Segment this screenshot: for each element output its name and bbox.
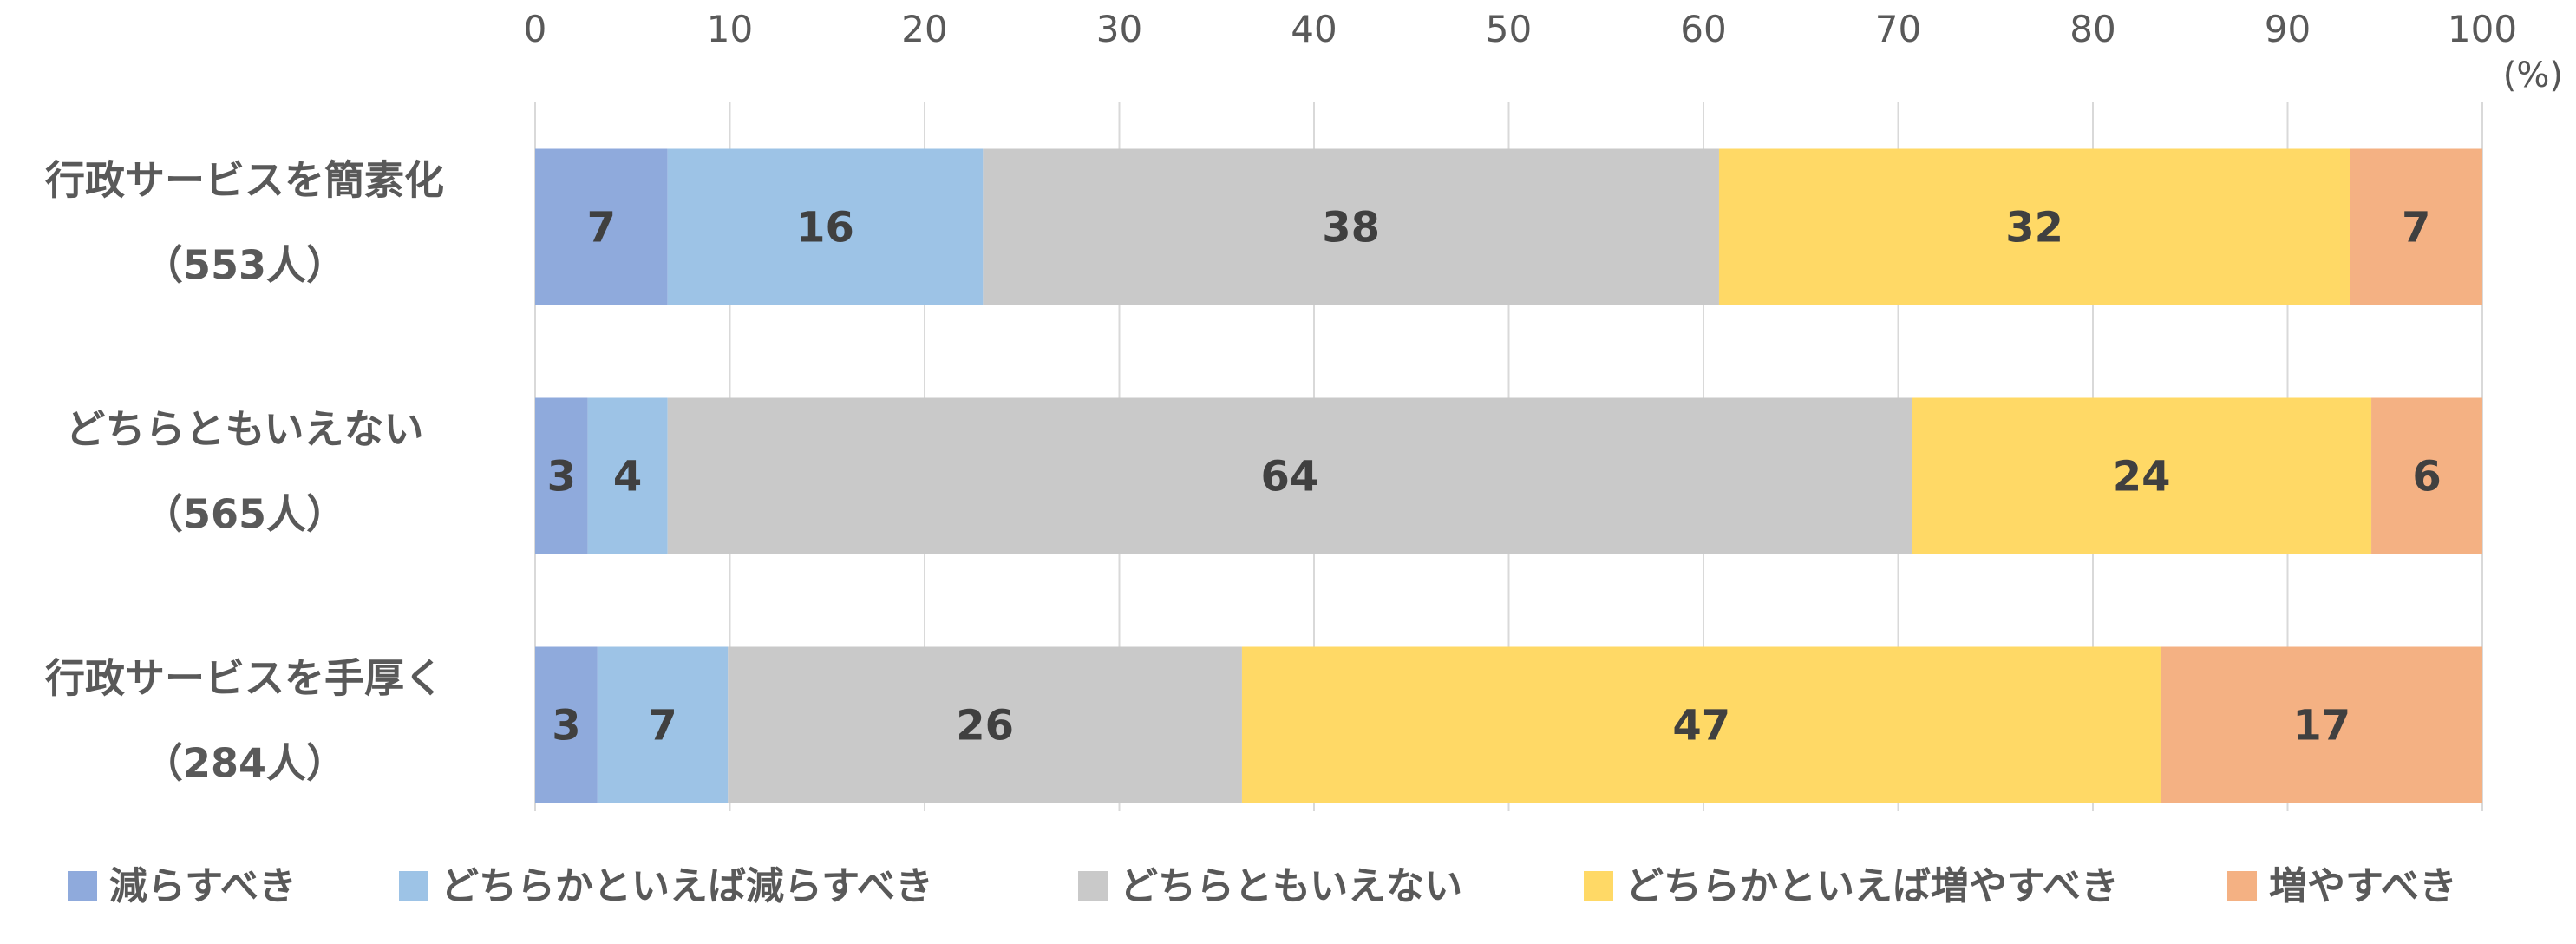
data-label: 32 bbox=[2005, 204, 2063, 252]
data-label: 38 bbox=[1322, 204, 1380, 252]
x-tick-label: 30 bbox=[1096, 8, 1142, 50]
data-label: 7 bbox=[648, 702, 677, 751]
bar-segment bbox=[728, 646, 1242, 803]
data-label: 17 bbox=[2292, 702, 2350, 751]
bar-segment bbox=[2161, 646, 2482, 803]
x-tick-label: 90 bbox=[2265, 8, 2311, 50]
category-count-label: （284人） bbox=[143, 740, 346, 787]
x-tick-label: 0 bbox=[524, 8, 547, 50]
category-labels: 行政サービスを簡素化 （553人） どちらともいえない （565人） 行政サービスを手厚… bbox=[45, 157, 444, 787]
x-tick-label: 100 bbox=[2448, 8, 2517, 50]
legend-label: どちらかといえば増やすべき bbox=[1625, 864, 2119, 908]
data-label: 3 bbox=[547, 453, 576, 502]
category-label: 行政サービスを簡素化 bbox=[45, 157, 444, 204]
x-tick-label: 10 bbox=[707, 8, 753, 50]
x-tick-label: 70 bbox=[1875, 8, 1921, 50]
bar-segment bbox=[983, 148, 1719, 305]
x-tick-label: 20 bbox=[901, 8, 947, 50]
x-tick-label: 60 bbox=[1680, 8, 1726, 50]
bar-segment bbox=[1718, 148, 2350, 305]
data-label: 3 bbox=[552, 702, 580, 751]
bar-segment bbox=[2371, 397, 2482, 554]
category-label: どちらともいえない bbox=[65, 406, 423, 453]
category-label: 行政サービスを手厚く bbox=[45, 655, 444, 702]
unit-label: (%) bbox=[2503, 56, 2563, 95]
data-label: 16 bbox=[796, 204, 854, 252]
data-label: 7 bbox=[2402, 204, 2430, 252]
x-axis-ticks: 0 10 20 30 40 50 60 70 80 90 100 bbox=[524, 8, 2517, 50]
data-label: 26 bbox=[956, 702, 1014, 751]
bar-segment bbox=[535, 148, 668, 305]
legend-swatch bbox=[399, 871, 428, 901]
bar-segment bbox=[667, 148, 984, 305]
data-label: 6 bbox=[2412, 453, 2441, 502]
bar-segment bbox=[1912, 397, 2372, 554]
bar-segment bbox=[1241, 646, 2161, 803]
bars: 7 16 38 32 73 4 64 24 63 7 26 47 17 bbox=[535, 148, 2482, 803]
legend: 減らすべき どちらかといえば減らすべき どちらともいえない どちらかといえば増やすべき… bbox=[68, 864, 2457, 908]
legend-label: 減らすべき bbox=[109, 864, 297, 908]
legend-label: 増やすべき bbox=[2269, 864, 2457, 908]
bar-segment bbox=[535, 646, 598, 803]
bar-segment bbox=[535, 397, 588, 554]
legend-swatch bbox=[1584, 871, 1613, 901]
bar-segment bbox=[597, 646, 729, 803]
data-label: 7 bbox=[587, 204, 616, 252]
category-count-label: （565人） bbox=[143, 491, 346, 538]
bar-segment bbox=[667, 397, 1912, 554]
x-tick-label: 80 bbox=[2069, 8, 2115, 50]
bar-segment bbox=[587, 397, 668, 554]
data-label: 24 bbox=[2113, 453, 2171, 502]
legend-label: どちらともいえない bbox=[1120, 864, 1462, 908]
data-label: 47 bbox=[1672, 702, 1730, 751]
bar-segment bbox=[2350, 148, 2482, 305]
category-count-label: （553人） bbox=[143, 242, 346, 289]
legend-swatch bbox=[2227, 871, 2257, 901]
x-tick-label: 40 bbox=[1291, 8, 1337, 50]
legend-label: どちらかといえば減らすべき bbox=[441, 864, 933, 908]
x-tick-label: 50 bbox=[1486, 8, 1532, 50]
legend-swatch bbox=[68, 871, 97, 901]
data-label: 64 bbox=[1261, 453, 1319, 502]
legend-swatch bbox=[1078, 871, 1108, 901]
data-label: 4 bbox=[613, 453, 642, 502]
